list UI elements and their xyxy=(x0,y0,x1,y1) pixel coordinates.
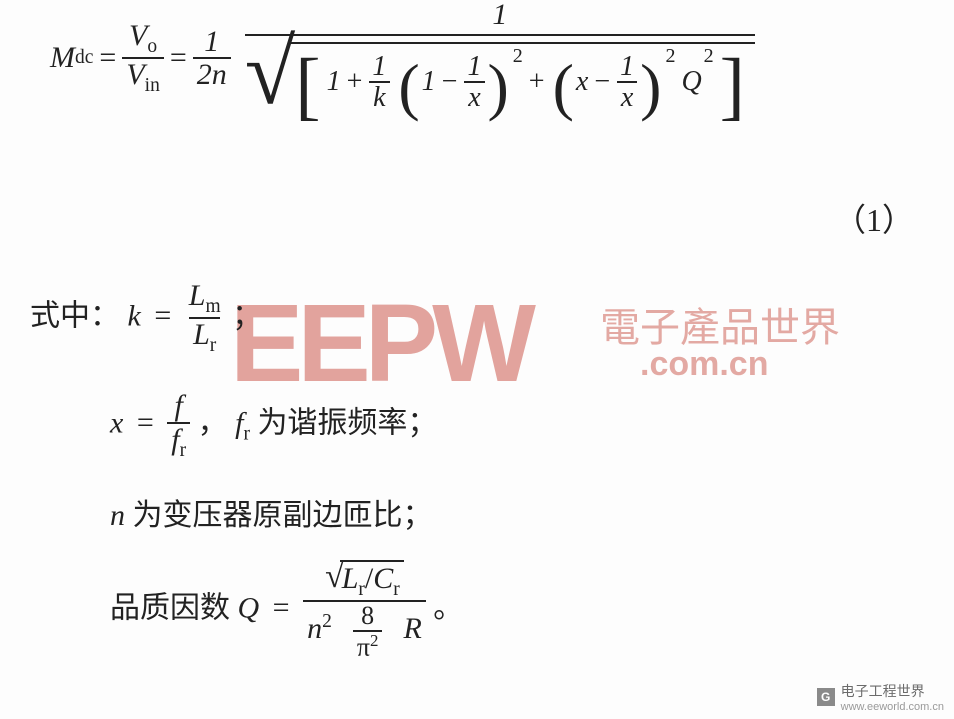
plus-a: + xyxy=(341,68,369,96)
comma-x: ， xyxy=(198,406,228,439)
rbracket-icon: ] xyxy=(720,56,745,117)
sym-Lr2: L xyxy=(342,562,359,595)
minus-b: − xyxy=(588,68,616,96)
frac-f-fr: f fr xyxy=(167,390,190,461)
plus-b: + xyxy=(523,68,551,96)
footer-watermark: G 电子工程世界 www.eeworld.com.cn xyxy=(817,681,944,713)
sym-k2: k xyxy=(128,299,141,332)
equation-number: （1） xyxy=(834,195,914,241)
lparen2-icon: ( xyxy=(551,61,576,112)
sym-x-a: x xyxy=(464,81,484,112)
radical-icon: √ xyxy=(245,36,296,110)
lparen1-icon: ( xyxy=(396,61,421,112)
frac-Lm-Lr: Lm Lr xyxy=(185,280,225,357)
frac-8-pi2: 8 π2 xyxy=(353,602,383,660)
period-Q: 。 xyxy=(433,591,463,624)
sym-k: k xyxy=(369,81,389,112)
num-8: 8 xyxy=(357,602,378,629)
sym-Lr: L xyxy=(193,318,210,351)
sym-R: R xyxy=(403,612,421,645)
sym-x-c: x xyxy=(617,81,637,112)
eq-Q: = xyxy=(267,591,296,624)
prefix-text: 式中： xyxy=(30,299,120,332)
minus-a: − xyxy=(436,68,464,96)
sym-Lm: L xyxy=(189,279,206,312)
text-resonant: 为谐振频率； xyxy=(257,406,437,439)
frac-1-k: 1 k xyxy=(368,52,390,113)
sq-b: 2 xyxy=(663,46,675,66)
sym-x-b: x xyxy=(576,68,588,96)
slash: / xyxy=(365,562,373,595)
sub-r2: r xyxy=(180,440,187,461)
sup-n2: 2 xyxy=(322,611,332,632)
sub-r3: r xyxy=(243,423,250,444)
sqrt-LrCr: √ Lr/Cr xyxy=(325,560,404,600)
frac-1-x-b: 1 x xyxy=(616,52,638,113)
sym-n: n xyxy=(212,58,227,91)
sym-pi: π xyxy=(357,632,370,661)
sym-n2: n xyxy=(110,499,125,532)
def-n-line: n 为变压器原副边匝比； xyxy=(110,490,433,534)
text-quality: 品质因数 xyxy=(110,591,238,624)
equation-main: M dc = Vo Vin = 1 2n 1 xyxy=(50,0,900,180)
sym-x2: x xyxy=(110,406,123,439)
footer-logo-icon: G xyxy=(817,688,835,706)
sub-o: o xyxy=(147,36,157,57)
num-1d: 1 xyxy=(616,52,638,81)
eq-x: = xyxy=(131,406,160,439)
lbracket-icon: [ xyxy=(295,56,320,117)
frac-Q: √ Lr/Cr n2 8 π2 R xyxy=(303,560,426,661)
op-eq2: = xyxy=(164,41,193,75)
sym-n3: n xyxy=(307,612,322,645)
sym-Vo: V xyxy=(129,19,147,52)
def-x-line: x = f fr ， fr 为谐振频率； xyxy=(110,390,437,461)
sub-r1: r xyxy=(210,335,217,356)
rparen2-icon: ) xyxy=(638,61,663,112)
sqrt-main: √ [ 1 + 1 k ( 1 xyxy=(245,42,755,117)
sub-m: m xyxy=(205,296,220,317)
page: M dc = Vo Vin = 1 2n 1 xyxy=(0,0,954,719)
num-1a: 1 xyxy=(200,26,223,58)
big-num-1: 1 xyxy=(492,0,507,34)
sup-pi2: 2 xyxy=(370,631,378,650)
sym-f: f xyxy=(175,389,183,422)
eq-k: = xyxy=(148,299,177,332)
sq-c: 2 xyxy=(702,46,714,66)
watermark-logo: EEPW xyxy=(230,280,530,407)
sub-r5: r xyxy=(393,579,400,600)
footer-cn: 电子工程世界 xyxy=(841,681,944,701)
frac-Vo-Vin: Vo Vin xyxy=(122,20,164,97)
text-turns: 为变压器原副边匝比； xyxy=(133,499,433,532)
rparen1-icon: ) xyxy=(485,61,510,112)
sq-a: 2 xyxy=(511,46,523,66)
one-a: 1 xyxy=(327,68,341,96)
one-b: 1 xyxy=(422,68,436,96)
footer-url: www.eeworld.com.cn xyxy=(841,701,944,713)
frac-big: 1 √ [ 1 + 1 k xyxy=(245,0,755,117)
sym-Vin: V xyxy=(126,58,144,91)
semi-k: ； xyxy=(232,299,262,332)
sradical-icon: √ xyxy=(325,562,344,593)
frac-1-2n: 1 2n xyxy=(193,26,231,91)
sym-Q: Q xyxy=(681,68,701,96)
sym-Cr: C xyxy=(373,562,393,595)
op-eq1: = xyxy=(93,41,122,75)
sub-dc: dc xyxy=(75,47,93,69)
num-2: 2 xyxy=(197,58,212,91)
frac-1-x-a: 1 x xyxy=(463,52,485,113)
sym-fr: f xyxy=(171,423,179,456)
num-1b: 1 xyxy=(368,52,390,81)
sub-in: in xyxy=(145,75,160,96)
def-k-line: 式中： k = Lm Lr ； xyxy=(30,280,262,357)
sym-M: M xyxy=(50,41,75,75)
watermark-url: .com.cn xyxy=(640,345,768,384)
num-1c: 1 xyxy=(463,52,485,81)
def-Q-line: 品质因数 Q = √ Lr/Cr n2 8 π2 R xyxy=(110,560,463,661)
watermark-cn: 電子產品世界 xyxy=(600,295,840,353)
sym-Q2: Q xyxy=(238,591,260,624)
